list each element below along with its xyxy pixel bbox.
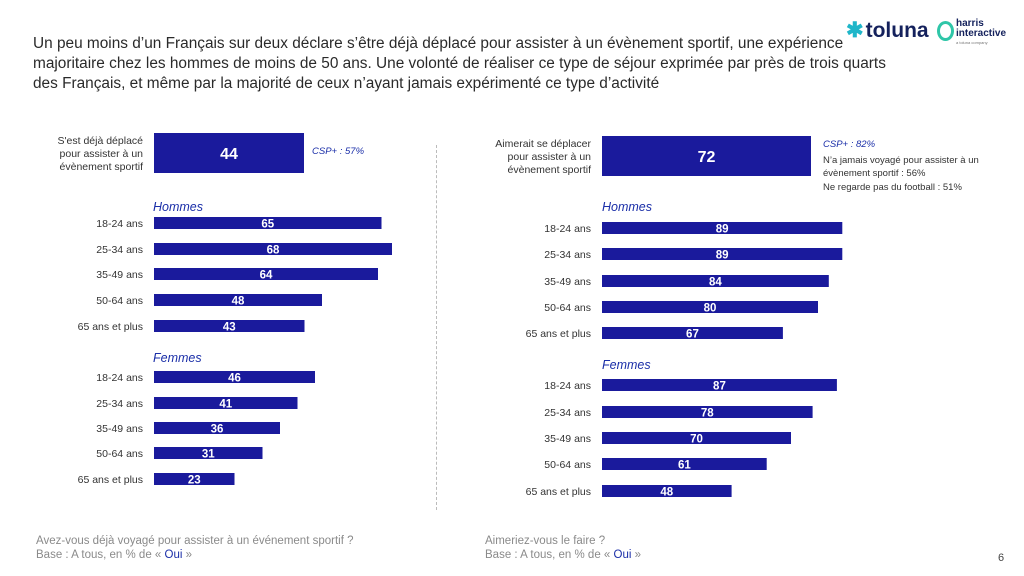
- left-bar-value-femmes-3: 31: [202, 449, 215, 461]
- right-bar-value-hommes-0: 89: [716, 224, 729, 236]
- right-bar-femmes-2: [602, 432, 791, 444]
- left-bar-femmes-0: [154, 371, 315, 383]
- right-category-label-hommes-3: 50-64 ans: [544, 302, 591, 314]
- right-bar-value-hommes-2: 84: [709, 277, 722, 289]
- left-bar-hommes-1: [154, 243, 392, 255]
- left-category-label-hommes-3: 50-64 ans: [96, 295, 143, 307]
- right-bar-hommes-3: [602, 301, 818, 313]
- left-bar-value-femmes-4: 23: [188, 475, 201, 487]
- harris-ring-icon: [937, 21, 954, 41]
- left-bar-value-hommes-1: 68: [267, 245, 280, 257]
- right-bar-hommes-0: [602, 222, 843, 234]
- right-bar-value-femmes-0: 87: [713, 381, 726, 393]
- left-bar-value-hommes-2: 64: [260, 270, 273, 282]
- left-category-label-femmes-0: 18-24 ans: [96, 372, 143, 384]
- left-annotation-csp: CSP+ : 57%: [312, 146, 365, 157]
- right-bar-value-hommes-1: 89: [716, 250, 729, 262]
- left-category-label-hommes-4: 65 ans et plus: [78, 321, 143, 333]
- right-category-label-hommes-0: 18-24 ans: [544, 223, 591, 235]
- right-bar-femmes-3: [602, 458, 767, 470]
- right-bar-femmes-4: [602, 485, 732, 497]
- asterisk-icon: ✱: [846, 19, 864, 42]
- right-total-bar: [602, 136, 811, 176]
- right-bar-hommes-4: [602, 327, 783, 339]
- right-footer-base: Base : A tous, en % de « Oui »: [485, 549, 642, 561]
- left-total-value: 44: [220, 146, 238, 163]
- left-bar-value-femmes-2: 36: [211, 424, 224, 436]
- left-bar-hommes-0: [154, 217, 382, 229]
- left-total-label: S'est déjà déplacé pour assister à un évèn…: [58, 135, 144, 173]
- right-bar-hommes-2: [602, 275, 829, 287]
- right-category-label-hommes-4: 65 ans et plus: [526, 328, 591, 340]
- left-category-label-femmes-4: 65 ans et plus: [78, 474, 143, 486]
- right-total-label: Aimerait se déplacer pour assister à un év…: [495, 138, 591, 176]
- left-bar-value-hommes-0: 65: [261, 219, 274, 231]
- right-annotation-no-football: Ne regarde pas du football : 51%: [823, 182, 962, 193]
- left-category-label-hommes-1: 25-34 ans: [96, 244, 143, 256]
- left-bar-value-femmes-0: 46: [228, 373, 241, 385]
- left-bar-femmes-1: [154, 397, 298, 409]
- right-total-value: 72: [698, 149, 716, 166]
- right-bar-value-femmes-4: 48: [660, 487, 673, 499]
- left-bar-hommes-2: [154, 268, 378, 280]
- right-annotation-never-travelled: N’a jamais voyagé pour assister à un évè…: [823, 155, 979, 179]
- left-category-label-femmes-1: 25-34 ans: [96, 398, 143, 410]
- right-category-label-femmes-0: 18-24 ans: [544, 380, 591, 392]
- left-bar-value-hommes-3: 48: [232, 296, 245, 308]
- left-footer-base: Base : A tous, en % de « Oui »: [36, 549, 193, 561]
- left-total-bar: [154, 133, 304, 173]
- right-annotation-csp: CSP+ : 82%: [823, 139, 876, 150]
- right-footer: Aimeriez-vous le faire ? Base : A tous, …: [485, 534, 641, 562]
- right-category-label-femmes-1: 25-34 ans: [544, 407, 591, 419]
- right-bar-femmes-0: [602, 379, 837, 391]
- right-category-label-femmes-2: 35-49 ans: [544, 433, 591, 445]
- left-group-title-hommes: Hommes: [153, 200, 203, 214]
- right-bar-value-femmes-1: 78: [701, 408, 714, 420]
- left-category-label-femmes-2: 35-49 ans: [96, 423, 143, 435]
- left-footer: Avez-vous déjà voyagé pour assister à un…: [36, 534, 354, 562]
- left-bar-femmes-4: [154, 473, 235, 485]
- left-bar-hommes-4: [154, 320, 305, 332]
- right-category-label-hommes-2: 35-49 ans: [544, 276, 591, 288]
- left-category-label-femmes-3: 50-64 ans: [96, 448, 143, 460]
- harris-interactive-logo: harris interactive: [956, 18, 1007, 39]
- page-title: Un peu moins d’un Français sur deux décl…: [33, 35, 886, 92]
- right-bar-value-hommes-3: 80: [704, 303, 717, 315]
- left-bar-value-femmes-1: 41: [219, 399, 232, 411]
- right-bar-value-hommes-4: 67: [686, 329, 699, 341]
- right-category-label-femmes-4: 65 ans et plus: [526, 486, 591, 498]
- right-footer-question: Aimeriez-vous le faire ?: [485, 535, 606, 547]
- right-bar-femmes-1: [602, 406, 813, 418]
- right-category-label-femmes-3: 50-64 ans: [544, 459, 591, 471]
- right-bar-value-femmes-3: 61: [678, 460, 691, 472]
- left-bar-hommes-3: [154, 294, 322, 306]
- brand-name: toluna: [865, 19, 929, 42]
- right-group-title-hommes: Hommes: [602, 200, 652, 214]
- logo: ✱toluna harris interactive a toluna compa…: [846, 18, 1006, 48]
- left-category-label-hommes-0: 18-24 ans: [96, 218, 143, 230]
- left-bar-value-hommes-4: 43: [223, 322, 236, 334]
- right-group-title-femmes: Femmes: [602, 358, 651, 372]
- right-bar-hommes-1: [602, 248, 843, 260]
- toluna-logo: ✱toluna: [846, 18, 929, 43]
- left-bar-femmes-3: [154, 447, 263, 459]
- left-category-label-hommes-2: 35-49 ans: [96, 269, 143, 281]
- left-group-title-femmes: Femmes: [153, 351, 202, 365]
- right-bar-value-femmes-2: 70: [690, 434, 703, 446]
- page-number: 6: [998, 552, 1005, 564]
- partner-subtitle: a toluna company: [956, 40, 988, 45]
- panel-divider: [436, 145, 437, 510]
- right-category-label-hommes-1: 25-34 ans: [544, 249, 591, 261]
- left-footer-question: Avez-vous déjà voyagé pour assister à un…: [36, 535, 354, 547]
- left-bar-femmes-2: [154, 422, 280, 434]
